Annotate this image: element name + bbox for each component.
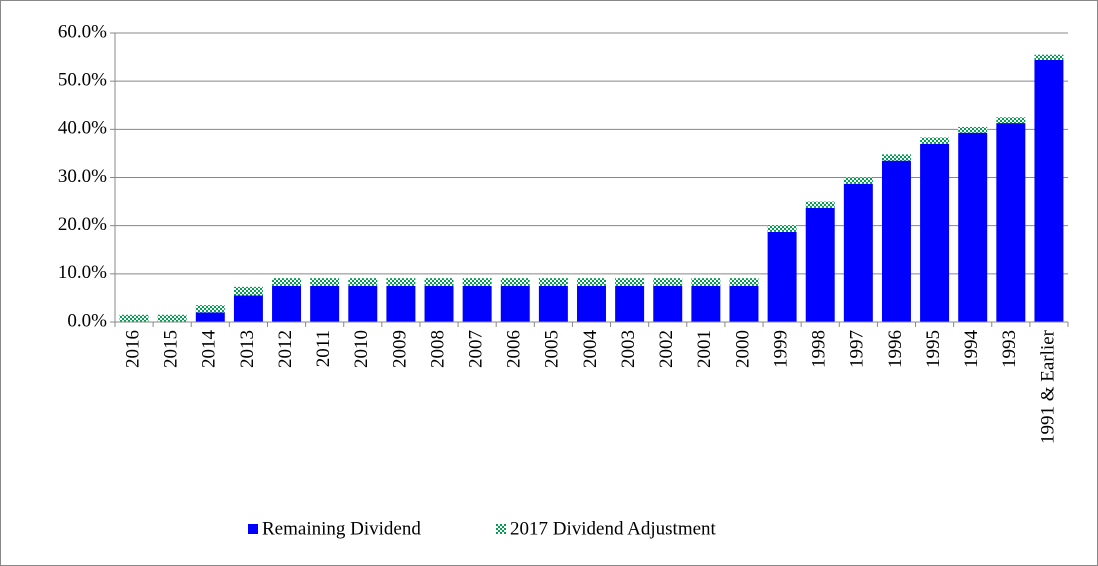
y-tick-label: 50.0%: [58, 70, 107, 91]
x-tick-label: 1993: [999, 330, 1020, 368]
bar-segment: [577, 285, 606, 322]
x-tick-label: 1995: [923, 330, 944, 368]
x-tick-label: 1997: [847, 330, 868, 368]
bar-segment: [615, 278, 645, 286]
bar-segment: [653, 278, 683, 286]
bar-segment: [424, 278, 454, 286]
bar-segment: [996, 123, 1026, 323]
y-tick-label: 10.0%: [58, 262, 107, 283]
legend-swatch: [248, 524, 258, 534]
bar-segment: [958, 132, 988, 322]
bar-segment: [119, 314, 149, 322]
x-tick-label: 2010: [351, 330, 372, 368]
y-tick-label: 0.0%: [67, 310, 107, 331]
x-tick-label: 1991 & Earlier: [1037, 329, 1058, 444]
bar-segment: [920, 143, 950, 322]
x-tick-label: 2004: [580, 330, 601, 369]
bar-segment: [424, 285, 454, 322]
x-tick-label: 2006: [504, 330, 525, 368]
legend-label: Remaining Dividend: [262, 518, 421, 539]
legend-label: 2017 Dividend Adjustment: [510, 518, 717, 539]
bar-segment: [538, 285, 568, 322]
x-tick-label: 1996: [885, 330, 906, 368]
x-tick-label: 2011: [313, 330, 334, 367]
bar-segment: [272, 278, 302, 286]
x-tick-label: 2015: [161, 330, 182, 368]
x-tick-label: 2016: [122, 330, 143, 368]
x-tick-label: 2014: [199, 330, 220, 369]
bar-segment: [881, 160, 911, 322]
bar-segment: [729, 285, 759, 322]
legend-swatch: [496, 524, 506, 534]
bar-segment: [691, 285, 721, 322]
bar-segment: [157, 314, 187, 322]
x-tick-label: 1998: [809, 330, 830, 368]
bar-segment: [233, 295, 263, 322]
bar-segment: [843, 177, 873, 184]
bar-segment: [691, 278, 721, 286]
bar-segment: [958, 126, 988, 133]
bar-segment: [653, 285, 683, 322]
bar-segment: [500, 285, 530, 322]
x-tick-label: 2003: [618, 330, 639, 368]
bar-segment: [386, 278, 416, 286]
bar-segment: [462, 278, 492, 286]
x-tick-label: 2009: [389, 330, 410, 368]
x-tick-label: 2005: [542, 330, 563, 368]
bar-segment: [881, 154, 911, 161]
bar-segment: [1034, 59, 1064, 323]
bar-segment: [920, 137, 950, 144]
x-tick-label: 1999: [770, 330, 791, 368]
bar-segment: [538, 278, 568, 286]
bar-segment: [348, 278, 378, 286]
bar-segment: [805, 201, 835, 208]
bar-segment: [767, 225, 797, 232]
bar-segment: [996, 117, 1026, 124]
y-tick-label: 20.0%: [58, 214, 107, 235]
bar-segment: [729, 278, 759, 286]
x-tick-label: 2008: [427, 330, 448, 368]
y-tick-label: 60.0%: [58, 21, 107, 42]
bar-segment: [195, 305, 225, 313]
x-tick-label: 2001: [694, 330, 715, 368]
bar-segment: [310, 278, 340, 286]
x-tick-label: 1994: [961, 330, 982, 369]
bar-segment: [233, 286, 263, 296]
bar-segment: [843, 183, 873, 322]
bar-segment: [1034, 54, 1064, 60]
bar-segment: [805, 207, 835, 322]
bar-segment: [310, 285, 340, 322]
bar-segment: [462, 285, 492, 322]
x-tick-label: 2012: [275, 330, 296, 368]
x-tick-label: 2013: [237, 330, 258, 368]
x-tick-label: 2000: [732, 330, 753, 368]
bar-segment: [348, 285, 378, 322]
y-tick-label: 30.0%: [58, 166, 107, 187]
y-tick-label: 40.0%: [58, 118, 107, 139]
bar-segment: [500, 278, 530, 286]
x-tick-label: 2002: [656, 330, 677, 368]
bar-segment: [615, 285, 645, 322]
bar-segment: [272, 285, 302, 322]
bar-segment: [767, 231, 797, 322]
bar-segment: [195, 312, 225, 322]
bar-segment: [386, 285, 416, 322]
x-tick-label: 2007: [465, 330, 486, 368]
bar-segment: [577, 278, 606, 286]
